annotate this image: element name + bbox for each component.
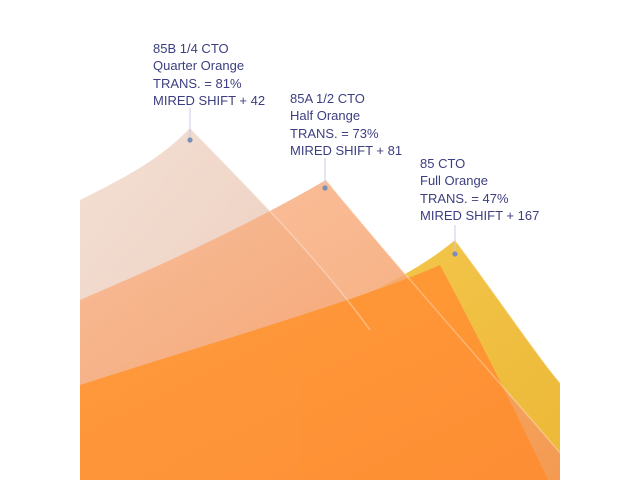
filter-label-quarter: 85B 1/4 CTO Quarter Orange TRANS. = 81% …: [153, 41, 265, 108]
sheet-highlight: [454, 239, 560, 384]
leader-dot: [187, 137, 193, 143]
filter-transmission: TRANS. = 73%: [290, 126, 379, 141]
leader-dot: [322, 185, 328, 191]
filter-description: Half Orange: [290, 108, 360, 123]
gel-sheets: [80, 127, 560, 480]
filter-mired-shift: MIRED SHIFT + 42: [153, 93, 265, 108]
filter-transmission: TRANS. = 47%: [420, 191, 509, 206]
filter-transmission: TRANS. = 81%: [153, 76, 242, 91]
filter-mired-shift: MIRED SHIFT + 167: [420, 208, 539, 223]
front-orange-sheet: [80, 265, 548, 480]
filter-mired-shift: MIRED SHIFT + 81: [290, 143, 402, 158]
filter-name: 85 CTO: [420, 156, 465, 171]
filter-name: 85B 1/4 CTO: [153, 41, 229, 56]
leader-dot: [452, 251, 458, 257]
sheet-highlight: [325, 179, 560, 454]
filter-name: 85A 1/2 CTO: [290, 91, 365, 106]
filter-label-full: 85 CTO Full Orange TRANS. = 47% MIRED SH…: [420, 156, 539, 223]
sheet-highlight: [189, 127, 371, 331]
filter-label-half: 85A 1/2 CTO Half Orange TRANS. = 73% MIR…: [290, 91, 402, 158]
filter-description: Full Orange: [420, 173, 488, 188]
filter-description: Quarter Orange: [153, 58, 244, 73]
